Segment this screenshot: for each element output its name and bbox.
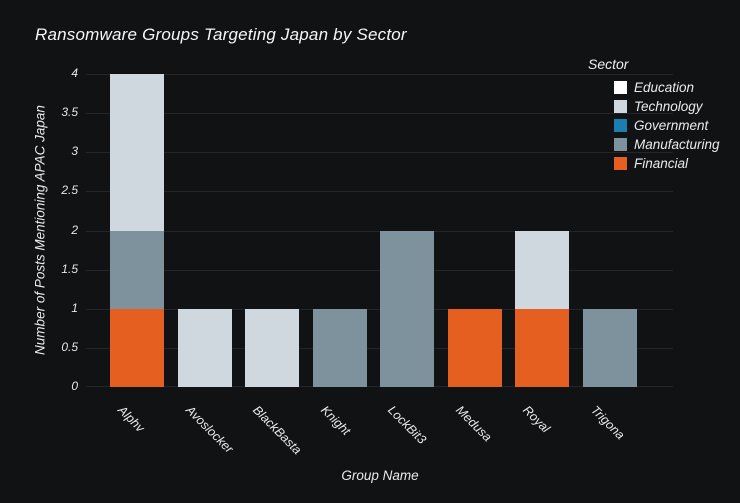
x-tick-label-Royal: Royal bbox=[520, 403, 574, 436]
chart-title: Ransomware Groups Targeting Japan by Sec… bbox=[35, 25, 407, 44]
legend: Sector Education Technology Government Manu… bbox=[586, 56, 720, 173]
y-tick-label-4: 4 bbox=[71, 66, 78, 80]
x-tick-label-text: Trigona bbox=[587, 403, 627, 443]
x-tick-label-Knight: Knight bbox=[318, 403, 375, 438]
bar-Alphv-Technology[interactable] bbox=[110, 74, 164, 231]
bar-Medusa-Financial[interactable] bbox=[447, 308, 502, 387]
legend-item-technology[interactable]: Technology bbox=[586, 97, 720, 116]
y-tick-label-0.5: 0.5 bbox=[61, 339, 78, 354]
legend-label: Technology bbox=[634, 99, 703, 114]
bar-Trigona-Manufacturing[interactable] bbox=[582, 308, 637, 387]
legend-item-manufacturing[interactable]: Manufacturing bbox=[586, 135, 720, 154]
legend-label: Government bbox=[634, 118, 709, 133]
bar-Alphv-Financial[interactable] bbox=[110, 308, 164, 387]
bar-LockBit3-Manufacturing[interactable] bbox=[380, 230, 434, 387]
bar-BlackBasta-Technology[interactable] bbox=[245, 308, 299, 387]
legend-label: Education bbox=[634, 80, 695, 95]
gridline-y-3 bbox=[86, 152, 673, 154]
gridline-y-0.5 bbox=[86, 347, 673, 349]
bar-Royal-Financial[interactable] bbox=[515, 308, 569, 387]
gridline-y-2 bbox=[86, 230, 673, 232]
x-tick-label-Medusa: Medusa bbox=[453, 403, 519, 444]
gridline-y-1.5 bbox=[86, 269, 673, 271]
x-tick-label-text: Medusa bbox=[452, 403, 494, 445]
gridline-y-0 bbox=[86, 386, 673, 387]
y-tick-label-3.5: 3.5 bbox=[61, 105, 78, 120]
y-tick-label-3: 3 bbox=[71, 144, 78, 159]
gridline-y-2.5 bbox=[86, 191, 673, 193]
legend-item-financial[interactable]: Financial bbox=[586, 154, 720, 173]
legend-label: Manufacturing bbox=[634, 137, 720, 152]
x-tick-label-Trigona: Trigona bbox=[588, 403, 651, 442]
legend-items: Education Technology Government Manufacturi… bbox=[586, 78, 720, 173]
x-tick-label-text: Knight bbox=[317, 403, 353, 438]
gridline-y-4 bbox=[86, 74, 673, 75]
legend-swatch-technology bbox=[614, 100, 627, 113]
x-tick-label-LockBit3: LockBit3 bbox=[385, 403, 455, 447]
bar-Avoslocker-Technology[interactable] bbox=[177, 308, 232, 387]
x-tick-label-text: Royal bbox=[520, 403, 553, 436]
x-tick-label-text: LockBit3 bbox=[385, 403, 429, 447]
legend-swatch-education bbox=[614, 81, 627, 94]
bar-Alphv-Manufacturing[interactable] bbox=[110, 230, 164, 309]
legend-label: Financial bbox=[634, 156, 689, 171]
legend-item-government[interactable]: Government bbox=[586, 116, 720, 135]
y-tick-label-2.5: 2.5 bbox=[61, 183, 78, 198]
x-tick-label-text: BlackBasta bbox=[250, 403, 305, 458]
y-tick-label-0: 0 bbox=[71, 379, 78, 393]
legend-swatch-government bbox=[614, 119, 627, 132]
legend-swatch-manufacturing bbox=[614, 138, 627, 151]
x-tick-label-Alphv: Alphv bbox=[115, 403, 168, 435]
bar-Royal-Technology[interactable] bbox=[515, 230, 569, 309]
x-axis-title: Group Name bbox=[341, 468, 419, 483]
y-tick-label-1.5: 1.5 bbox=[61, 261, 78, 276]
gridline-y-3.5 bbox=[86, 113, 673, 115]
legend-title: Sector bbox=[588, 56, 629, 72]
gridline-y-1 bbox=[86, 308, 673, 310]
bar-Knight-Manufacturing[interactable] bbox=[312, 308, 367, 387]
y-tick-label-1: 1 bbox=[71, 300, 78, 315]
x-tick-label-text: Alphv bbox=[115, 403, 148, 436]
legend-swatch-financial bbox=[614, 157, 627, 170]
x-tick-label-text: Avoslocker bbox=[182, 403, 236, 456]
legend-item-education[interactable]: Education bbox=[586, 78, 720, 97]
y-tick-label-2: 2 bbox=[71, 222, 78, 237]
y-axis-title: Number of Posts Mentioning APAC Japan bbox=[32, 105, 48, 355]
plot-area: 0 0.5 1 1.5 2 2.5 3 3.5 4 Alphv Avoslocker BlackBa… bbox=[61, 66, 673, 457]
